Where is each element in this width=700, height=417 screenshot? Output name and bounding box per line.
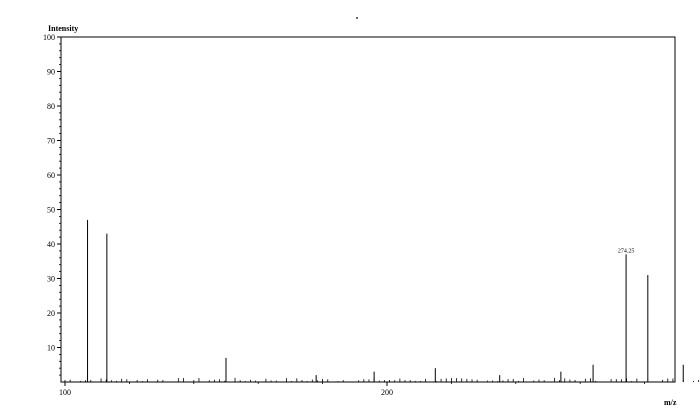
y-axis: 10 20 30 40 50 60 70 80 90 100	[43, 33, 61, 376]
y-tick-label: 90	[47, 68, 55, 77]
x-axis: 1002003004005006007008009001000110012001…	[59, 382, 645, 397]
peak-label: 274.25	[618, 248, 635, 254]
y-tick-label: 60	[47, 171, 55, 180]
baseline-noise	[64, 377, 700, 382]
y-axis-label: Intensity	[48, 24, 78, 33]
y-tick-label: 20	[47, 309, 55, 318]
spectrum-peaks	[87, 219, 684, 382]
y-tick-label: 100	[43, 33, 55, 42]
y-tick-label: 40	[47, 240, 55, 249]
peak-labels: 274.25330.40383.35513.25661.25753.35760.…	[618, 248, 635, 254]
y-tick-label: 50	[47, 206, 55, 215]
x-tick-label: 200	[381, 388, 393, 397]
y-tick-label: 30	[47, 275, 55, 284]
plot-frame	[60, 36, 676, 383]
x-axis-label: m/z	[664, 398, 677, 407]
y-tick-label: 70	[47, 137, 55, 146]
y-tick-label: 10	[47, 344, 55, 353]
stray-dot-mark	[356, 17, 358, 19]
y-tick-label: 80	[47, 102, 55, 111]
x-tick-label: 100	[59, 388, 71, 397]
